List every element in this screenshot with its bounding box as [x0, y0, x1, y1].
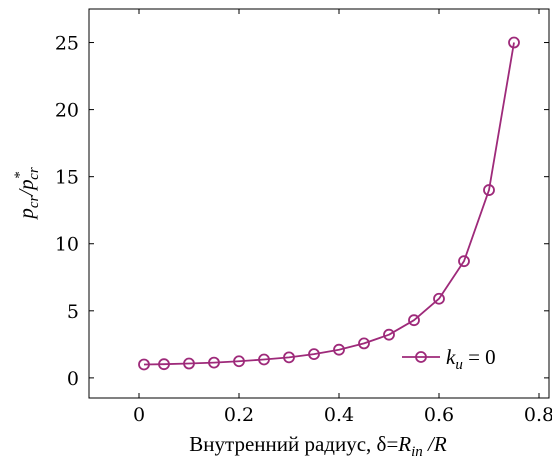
data-point — [308, 348, 320, 361]
data-point — [483, 184, 495, 196]
data-point — [508, 36, 520, 49]
tick-labels: 0 0.2 0.4 0.6 0.8 0 5 10 15 20 25 — [55, 33, 552, 426]
x-tick-label: 0.2 — [224, 404, 254, 426]
x-axis-title-sub: in — [411, 444, 423, 460]
legend-label-var: k — [446, 345, 456, 369]
legend: ku = 0 — [402, 345, 496, 373]
legend-label: ku = 0 — [446, 345, 496, 373]
y-axis-title: pcr/p*cr — [12, 167, 42, 221]
y-tick-label: 25 — [55, 33, 79, 55]
y-tick-label: 0 — [67, 368, 79, 390]
x-tick-label: 0.4 — [324, 404, 354, 426]
y-tick-label: 15 — [55, 167, 79, 189]
data-point — [138, 358, 150, 371]
y-axis-title-sup2: * — [12, 171, 28, 179]
data-point — [458, 255, 470, 268]
y-tick-label: 20 — [55, 100, 79, 122]
y-tick-label: 10 — [55, 234, 79, 256]
series-line — [143, 42, 515, 366]
data-point — [258, 353, 270, 366]
legend-label-rest: = 0 — [463, 345, 496, 369]
x-axis-title-suffix: /R — [423, 432, 447, 456]
data-point — [433, 292, 445, 305]
y-axis-title-sub2: cr — [26, 167, 42, 180]
y-axis-title-p2: p — [14, 179, 38, 192]
x-axis-title: Внутренний радиус, δ=Rin /R — [189, 432, 447, 460]
x-tick-label: 0.6 — [424, 404, 454, 426]
x-axis-title-var: R — [397, 432, 411, 456]
legend-label-sub: u — [455, 357, 463, 373]
data-point — [408, 314, 420, 327]
plot-frame — [88, 8, 550, 399]
y-tick-label: 5 — [67, 301, 79, 323]
data-point — [383, 328, 395, 341]
data-point — [358, 337, 370, 350]
data-point — [233, 355, 245, 368]
y-axis-title-sub1: cr — [26, 196, 42, 209]
x-tick-label: 0.8 — [524, 404, 552, 426]
legend-swatch-marker — [415, 351, 427, 363]
data-point — [158, 358, 170, 371]
data-point — [183, 357, 195, 370]
y-axis-title-p1: p — [14, 208, 38, 221]
y-axis-title-slash: / — [14, 188, 38, 197]
tick-marks — [89, 9, 549, 398]
data-point — [333, 343, 345, 356]
x-axis-title-prefix: Внутренний радиус, δ= — [189, 432, 398, 456]
data-point — [283, 351, 295, 364]
series-layer — [138, 36, 520, 371]
x-tick-label: 0 — [133, 404, 145, 426]
data-point — [208, 356, 220, 369]
